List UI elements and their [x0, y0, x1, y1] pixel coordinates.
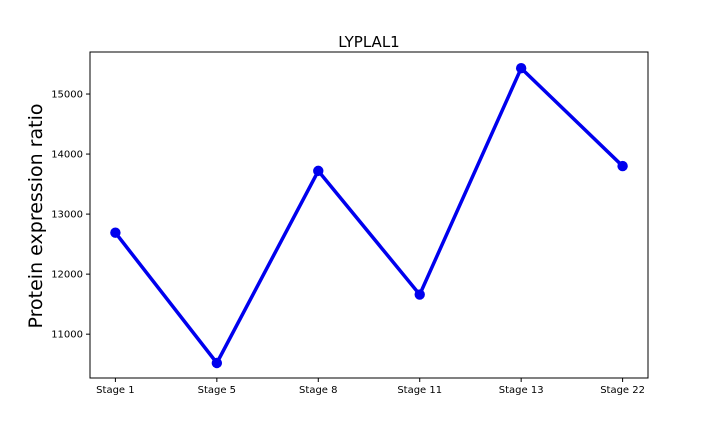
x-tick-label: Stage 11 — [397, 385, 442, 396]
data-point — [515, 63, 527, 74]
data-point — [211, 357, 223, 369]
y-tick-label: 11000 — [51, 330, 83, 341]
chart-title: LYPLAL1 — [338, 33, 399, 51]
x-tick-label: Stage 8 — [299, 385, 337, 396]
data-point — [110, 227, 121, 238]
data-point — [313, 165, 324, 177]
x-tick-label: Stage 22 — [600, 385, 645, 396]
plot-frame — [89, 51, 649, 379]
series-line — [114, 65, 624, 367]
y-tick-label: 13000 — [51, 210, 83, 221]
plot-area: Stage 1 Stage 5 Stage 8 Stage 11 Stage 13 Sta… — [51, 51, 649, 396]
x-tick-label: Stage 1 — [96, 385, 134, 396]
y-tick-label: 15000 — [51, 90, 83, 101]
y-tick-label: 12000 — [51, 270, 83, 281]
x-tick-label: Stage 13 — [499, 385, 544, 396]
y-axis-label: Protein expression ratio — [25, 104, 47, 329]
data-point — [617, 160, 628, 172]
y-tick-label: 14000 — [51, 150, 83, 161]
x-tick-label: Stage 5 — [198, 385, 236, 396]
data-point — [414, 289, 425, 300]
